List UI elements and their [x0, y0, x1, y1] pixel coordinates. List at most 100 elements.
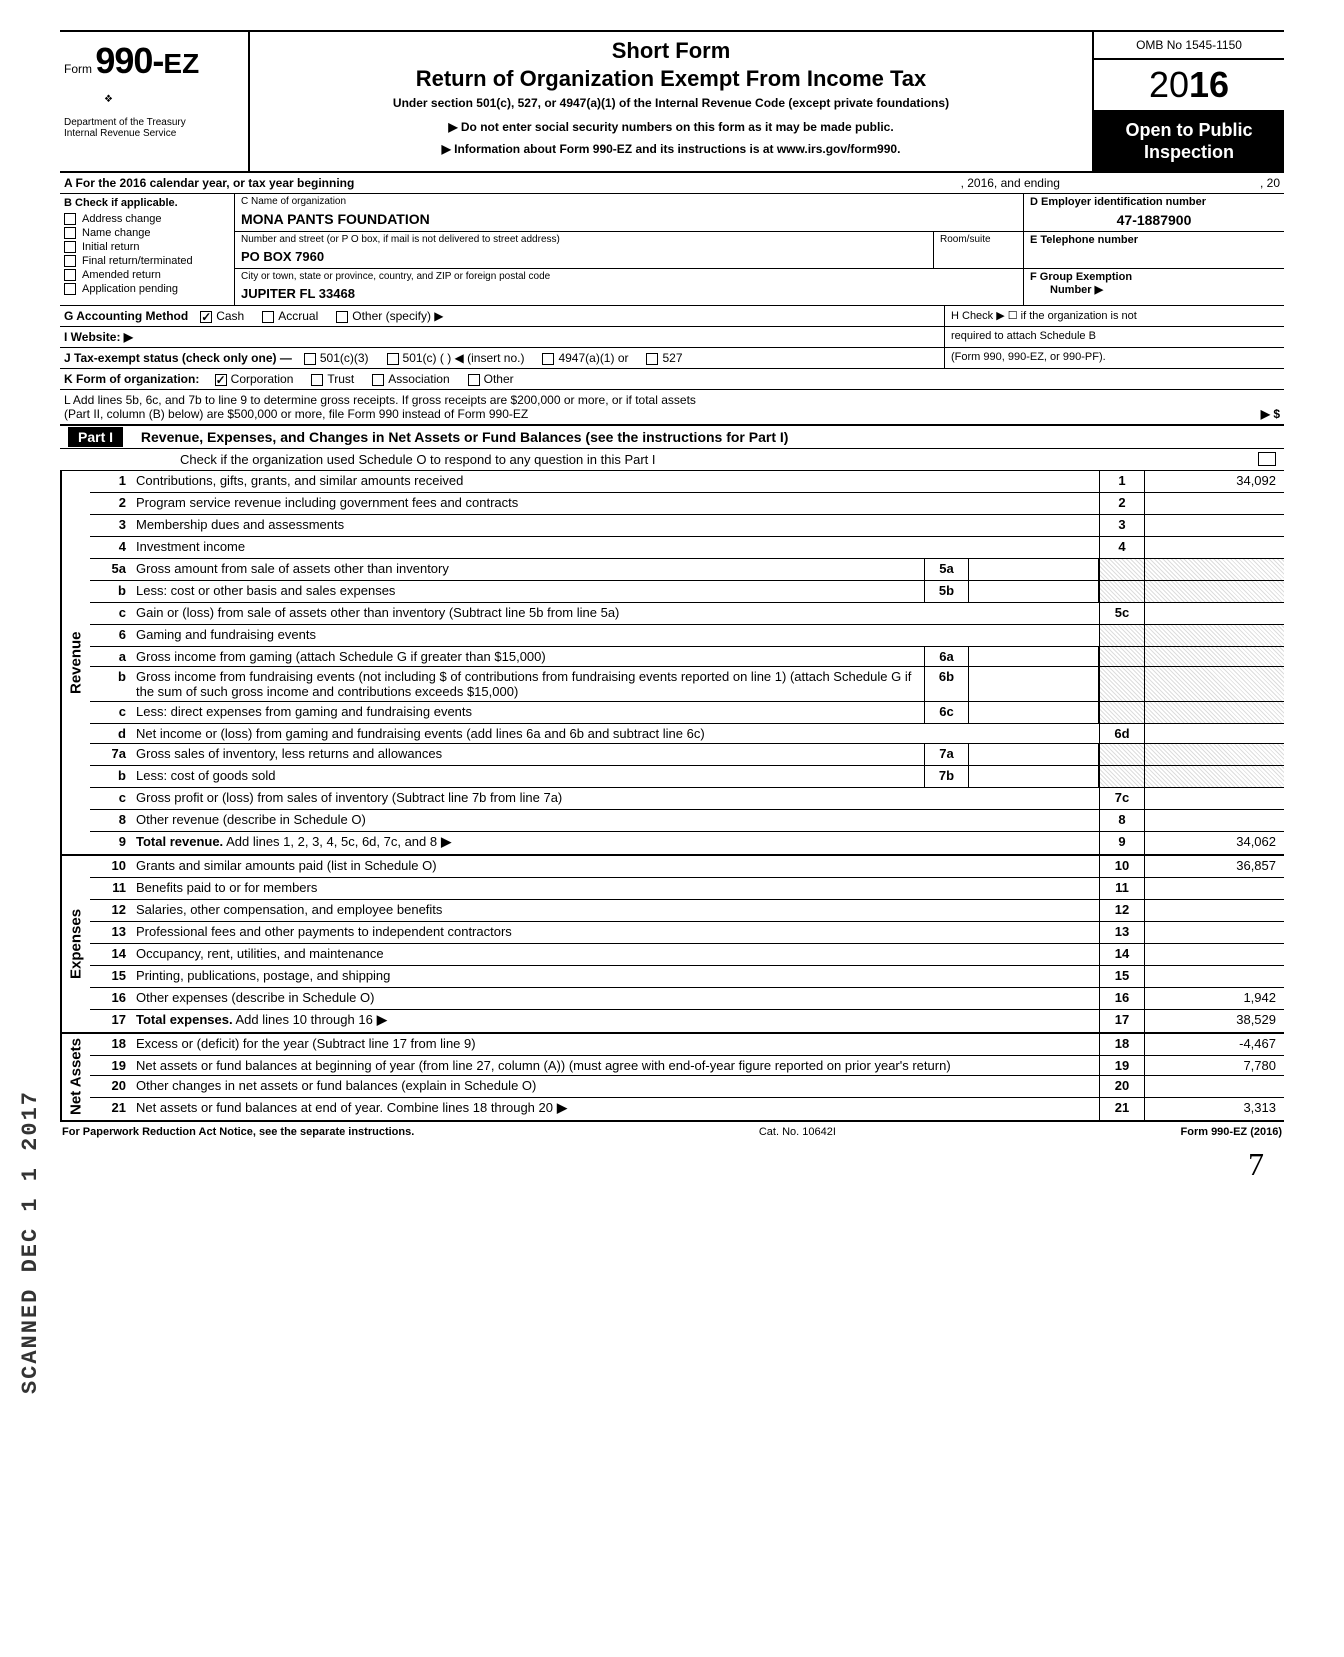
amount: [1144, 900, 1284, 921]
checkbox[interactable]: [336, 311, 348, 323]
checkbox[interactable]: [646, 353, 658, 365]
part1-header: Part I Revenue, Expenses, and Changes in…: [60, 426, 1284, 449]
row-a-mid: , 2016, and ending: [961, 176, 1060, 190]
line-15: 15Printing, publications, postage, and s…: [90, 966, 1284, 988]
col-f-group: F Group Exemption Number ▶: [1024, 269, 1284, 305]
checkbox[interactable]: [64, 227, 76, 239]
ein-value: 47-1887900: [1024, 210, 1284, 230]
option: 501(c)(3): [304, 351, 369, 365]
line-text: Benefits paid to or for members: [132, 878, 1099, 899]
right-col-label: 13: [1099, 922, 1144, 943]
line-text: Net assets or fund balances at end of ye…: [132, 1098, 1099, 1120]
amount: [1144, 810, 1284, 831]
sub-col-value: [969, 647, 1099, 666]
checkbox[interactable]: [304, 353, 316, 365]
line-number: 6: [90, 625, 132, 646]
option: Cash: [200, 309, 244, 323]
line-c: cGross profit or (loss) from sales of in…: [90, 788, 1284, 810]
checkbox[interactable]: [64, 241, 76, 253]
part1-checkbox[interactable]: [1258, 452, 1276, 466]
addr-label: Number and street (or P O box, if mail i…: [235, 232, 933, 247]
title-return: Return of Organization Exempt From Incom…: [258, 66, 1084, 92]
line-5a: 5aGross amount from sale of assets other…: [90, 559, 1284, 581]
amount: 36,857: [1144, 856, 1284, 877]
subtitle: Under section 501(c), 527, or 4947(a)(1)…: [258, 96, 1084, 110]
line-text: Gross sales of inventory, less returns a…: [132, 744, 924, 765]
side-label: Expenses: [60, 856, 90, 1032]
row-j: J Tax-exempt status (check only one) — 5…: [60, 348, 1284, 369]
right-col-label: 9: [1099, 832, 1144, 854]
line-8: 8Other revenue (describe in Schedule O)8: [90, 810, 1284, 832]
line-number: d: [90, 724, 132, 743]
amount: [1144, 788, 1284, 809]
sub-col-label: 6c: [924, 702, 969, 723]
amount: [1144, 744, 1284, 765]
line-text: Other expenses (describe in Schedule O): [132, 988, 1099, 1009]
col-d-ein: D Employer identification number 47-1887…: [1024, 194, 1284, 231]
h-line3: (Form 990, 990-EZ, or 990-PF).: [944, 348, 1284, 368]
b-checkbox-row: Amended return: [64, 269, 230, 281]
b-checkbox-row: Address change: [64, 213, 230, 225]
right-col-label: 17: [1099, 1010, 1144, 1032]
right-col-label: 10: [1099, 856, 1144, 877]
option-label: 501(c) ( ) ◀ (insert no.): [403, 351, 525, 365]
right-col-label: [1099, 766, 1144, 787]
checkbox[interactable]: [311, 374, 323, 386]
sub-col-value: [969, 559, 1099, 580]
checkbox[interactable]: [64, 255, 76, 267]
line-c: cLess: direct expenses from gaming and f…: [90, 702, 1284, 724]
row-k: K Form of organization: CorporationTrust…: [60, 369, 1284, 390]
amount: [1144, 667, 1284, 701]
checkbox[interactable]: [64, 269, 76, 281]
amount: [1144, 647, 1284, 666]
part1-num: Part I: [68, 427, 123, 447]
arrow-icon: ▶: [377, 1012, 387, 1028]
h-line2: required to attach Schedule B: [944, 327, 1284, 347]
amount: 7,780: [1144, 1056, 1284, 1075]
title-short-form: Short Form: [258, 38, 1084, 64]
col-cde: C Name of organization MONA PANTS FOUNDA…: [235, 194, 1284, 305]
line-number: 11: [90, 878, 132, 899]
option-label: Other: [484, 372, 514, 386]
amount: [1144, 724, 1284, 743]
sub-col-label: 5b: [924, 581, 969, 602]
page-footer: For Paperwork Reduction Act Notice, see …: [60, 1122, 1284, 1142]
option-label: 501(c)(3): [320, 351, 369, 365]
dept-treasury: Department of the Treasury Internal Reve…: [64, 117, 244, 139]
option: Corporation: [215, 372, 294, 386]
address-box: Number and street (or P O box, if mail i…: [235, 232, 934, 268]
room-suite: Room/suite: [934, 232, 1024, 268]
page-number: 7: [60, 1142, 1284, 1183]
amount: [1144, 625, 1284, 646]
side-label: Net Assets: [60, 1034, 90, 1120]
line-text: Total revenue. Add lines 1, 2, 3, 4, 5c,…: [132, 832, 1099, 854]
line-text: Grants and similar amounts paid (list in…: [132, 856, 1099, 877]
sub-col-label: 5a: [924, 559, 969, 580]
line-a: aGross income from gaming (attach Schedu…: [90, 647, 1284, 667]
amount: [1144, 603, 1284, 624]
checkbox[interactable]: [542, 353, 554, 365]
amount: [1144, 922, 1284, 943]
checkbox[interactable]: [262, 311, 274, 323]
footer-left: For Paperwork Reduction Act Notice, see …: [62, 1126, 414, 1138]
line-number: 8: [90, 810, 132, 831]
amount: [1144, 559, 1284, 580]
checkbox[interactable]: [215, 374, 227, 386]
option: 501(c) ( ) ◀ (insert no.): [387, 351, 525, 365]
line-11: 11Benefits paid to or for members11: [90, 878, 1284, 900]
checkbox[interactable]: [468, 374, 480, 386]
line-9: 9Total revenue. Add lines 1, 2, 3, 4, 5c…: [90, 832, 1284, 854]
option: Other: [468, 372, 514, 386]
checkbox[interactable]: [64, 213, 76, 225]
checkbox[interactable]: [200, 311, 212, 323]
checkbox[interactable]: [64, 283, 76, 295]
line-number: 14: [90, 944, 132, 965]
j-tax-exempt: J Tax-exempt status (check only one) — 5…: [60, 348, 944, 368]
org-name: MONA PANTS FOUNDATION: [235, 209, 1023, 231]
row-l: L Add lines 5b, 6c, and 7b to line 9 to …: [60, 390, 1284, 426]
checkbox-label: Name change: [82, 227, 151, 239]
checkbox[interactable]: [387, 353, 399, 365]
sub-col-value: [969, 766, 1099, 787]
checkbox[interactable]: [372, 374, 384, 386]
row-a-tax-year: A For the 2016 calendar year, or tax yea…: [60, 173, 1284, 194]
